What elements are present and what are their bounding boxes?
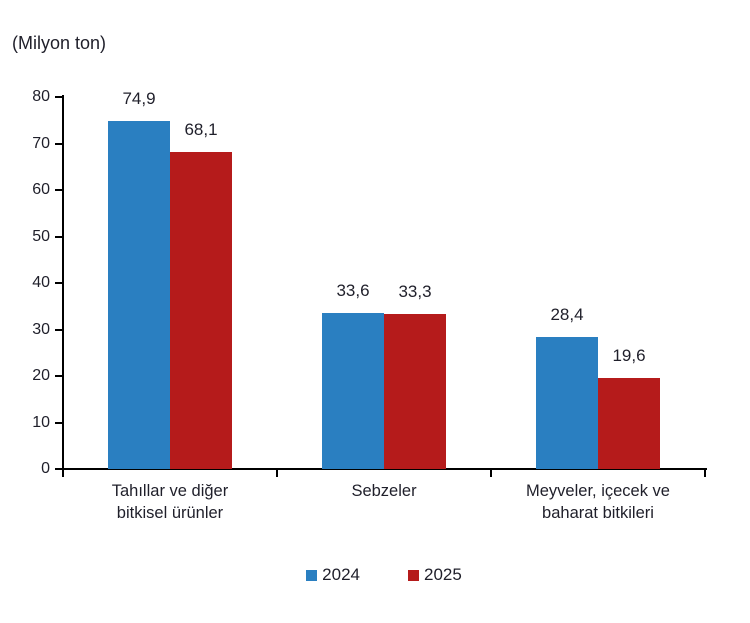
y-axis-unit-label: (Milyon ton) — [12, 33, 107, 53]
x-axis-category-label-1: Tahıllar ve diğer bitkisel ürünler — [111, 482, 229, 522]
bar-2025-category-2 — [384, 314, 446, 469]
y-axis-tick-label-40: 40 — [32, 274, 50, 291]
bar-2024-category-2 — [322, 313, 384, 469]
legend-label-2025: 2025 — [424, 565, 462, 584]
bar-2025-category-1 — [170, 152, 232, 469]
x-axis-tick-1 — [276, 469, 278, 477]
bar-2025-category-3 — [598, 378, 660, 469]
legend-entry-2025: 2025 — [408, 565, 462, 585]
bar-value-label-2024-category-1: 74,9 — [122, 89, 156, 108]
bar-value-label-2025-category-2: 33,3 — [398, 282, 432, 301]
bar-value-label-2025-category-3: 19,6 — [612, 346, 646, 365]
legend-swatch-2025-icon — [408, 569, 419, 581]
x-axis-tick-3 — [704, 469, 706, 477]
legend-label-2024: 2024 — [322, 565, 360, 584]
bar-value-label-2024-category-2: 33,6 — [336, 281, 370, 300]
y-axis-tick-label-20: 20 — [32, 367, 50, 384]
bar-2024-category-3 — [536, 337, 598, 469]
y-axis-tick-label-60: 60 — [32, 181, 50, 198]
y-axis-tick-30 — [55, 328, 63, 331]
x-axis-tick-2 — [490, 469, 492, 477]
y-axis-tick-70 — [55, 142, 63, 145]
y-axis-tick-40 — [55, 282, 63, 284]
x-axis-tick-0 — [62, 469, 64, 477]
x-axis-category-label-2: Sebzeler — [351, 482, 417, 500]
legend-swatch-2024-icon — [306, 569, 318, 581]
y-axis-tick-label-50: 50 — [32, 227, 50, 245]
y-axis-line — [62, 95, 64, 470]
y-axis-tick-label-10: 10 — [32, 413, 50, 431]
y-axis-tick-10 — [55, 421, 63, 424]
x-axis-line — [62, 468, 707, 470]
y-axis-tick-label-0: 0 — [41, 460, 50, 477]
y-axis-tick-20 — [55, 375, 63, 377]
y-axis-tick-50 — [55, 235, 63, 238]
y-axis-tick-0 — [55, 468, 63, 470]
legend-entry-2024: 2024 — [306, 565, 360, 585]
bar-2024-category-1 — [108, 121, 170, 469]
y-axis-tick-80 — [55, 96, 63, 98]
y-axis-tick-label-30: 30 — [32, 320, 50, 338]
x-axis-category-label-3: Meyveler, içecek ve baharat bitkileri — [526, 482, 670, 522]
legend: 2024 2025 — [63, 565, 705, 585]
y-axis-tick-label-70: 70 — [32, 134, 50, 152]
bar-value-label-2024-category-3: 28,4 — [550, 305, 584, 324]
y-axis-tick-60 — [55, 189, 63, 191]
bar-value-label-2025-category-1: 68,1 — [184, 120, 218, 139]
y-axis-tick-label-80: 80 — [32, 88, 50, 105]
